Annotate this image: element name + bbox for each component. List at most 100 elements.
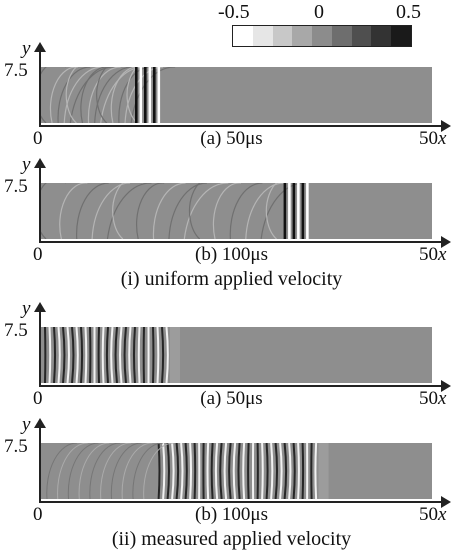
wave-stripe <box>162 442 166 500</box>
ripple-arc <box>106 182 152 240</box>
y-axis-label: y <box>22 298 31 319</box>
wave-pattern <box>35 178 309 240</box>
x-axis <box>39 241 443 243</box>
ripple-arc <box>63 66 103 124</box>
y-axis-arrow <box>34 42 46 52</box>
wave-stripe <box>75 326 79 384</box>
ripple-arc <box>121 442 153 500</box>
x-axis-label: x <box>438 128 447 149</box>
wave-stripe <box>157 442 161 500</box>
wave-pattern <box>35 62 176 124</box>
x-tick-max-value: 50 <box>419 504 438 525</box>
colorbar-swatch <box>312 26 332 46</box>
x-axis-label: x <box>438 388 447 409</box>
wave-stripe <box>166 442 170 500</box>
wave-stripe <box>210 442 214 500</box>
ripple-arc <box>46 442 78 500</box>
wave-stripe <box>80 326 84 384</box>
ripple-arc <box>69 66 115 124</box>
colorbar-label-max: 0.5 <box>396 1 421 23</box>
x-tick-max-value: 50 <box>419 244 438 265</box>
wave-stripe <box>128 326 132 384</box>
wave-stripe <box>175 442 180 500</box>
wave-stripe <box>223 442 228 500</box>
wave-stripe <box>314 442 318 500</box>
wave-stripe <box>242 442 246 500</box>
x-tick-zero: 0 <box>33 388 43 409</box>
x-tick-max: 50x <box>419 388 446 410</box>
ripple-arc <box>152 182 186 240</box>
ripple-arc <box>100 442 131 500</box>
y-axis-label: y <box>22 414 31 435</box>
ripple-arc <box>110 442 142 500</box>
x-axis-arrow <box>441 496 451 508</box>
wave-stripe <box>48 326 52 384</box>
x-axis-label: x <box>438 244 447 265</box>
y-axis-arrow <box>34 302 46 312</box>
ripple-arc <box>132 442 164 500</box>
x-axis-arrow <box>441 120 451 132</box>
y-axis <box>39 426 41 502</box>
y-axis-label: y <box>22 154 31 175</box>
wave-stripe <box>288 442 292 500</box>
wave-stripe <box>105 326 109 384</box>
ripple-arc <box>265 178 297 240</box>
panel-caption: (a) 50μs <box>200 388 263 409</box>
panel-caption: (a) 50μs <box>200 128 263 149</box>
colorbar-swatch <box>391 26 412 46</box>
wave-stripe <box>206 442 210 500</box>
ripple-arc <box>57 66 91 124</box>
y-axis <box>39 50 41 126</box>
ripple-arc <box>212 182 242 240</box>
wave-stripe <box>156 326 160 384</box>
colorbar-swatch <box>233 26 253 46</box>
colorbar <box>232 25 412 47</box>
wave-field <box>41 326 432 384</box>
wave-stripe <box>232 442 237 500</box>
y-axis <box>39 166 41 242</box>
wave-stripe <box>292 442 296 500</box>
wave-stripe <box>219 442 223 500</box>
ripple-arc <box>183 182 229 240</box>
wave-stripe <box>62 326 66 384</box>
wave-stripe <box>261 442 264 500</box>
colorbar-swatch <box>292 26 313 46</box>
wave-stripe <box>57 326 61 384</box>
x-tick-zero: 0 <box>33 128 43 149</box>
x-axis-arrow <box>441 380 451 392</box>
colorbar-swatch <box>272 26 293 46</box>
wave-stripe <box>71 326 75 384</box>
wave-stripe <box>165 326 169 384</box>
wave-stripe <box>283 442 288 500</box>
ripple-arc <box>91 182 131 240</box>
wave-stripe <box>214 442 219 500</box>
x-axis <box>39 125 443 127</box>
wave-stripe <box>137 326 141 384</box>
y-axis-label: y <box>22 38 31 59</box>
ripple-arc <box>75 182 109 240</box>
wave-stripe <box>66 326 70 384</box>
ripple-arc <box>49 66 79 124</box>
wave-pattern <box>44 326 181 384</box>
panel-caption: (b) 100μs <box>195 504 268 525</box>
ripple-arc <box>229 182 263 240</box>
x-axis-arrow <box>441 236 451 248</box>
wave-stripe <box>270 442 274 500</box>
ripple-arc <box>67 442 99 500</box>
ripple-arc <box>168 182 207 240</box>
panel-caption: (b) 100μs <box>195 244 268 265</box>
colorbar-swatch <box>371 26 392 46</box>
group-caption-i: (i) uniform applied velocity <box>120 268 343 290</box>
wave-stripe <box>119 326 123 384</box>
wave-stripe <box>184 442 188 500</box>
colorbar-label-min: -0.5 <box>218 1 250 23</box>
wave-stripe <box>114 326 118 384</box>
x-axis-label: x <box>438 504 447 525</box>
x-tick-max-value: 50 <box>419 128 438 149</box>
ripple-arc <box>35 178 67 240</box>
wave-pattern <box>46 442 329 500</box>
y-tick-label: 7.5 <box>4 60 28 81</box>
ripple-arc <box>245 182 284 240</box>
y-axis-arrow <box>34 158 46 168</box>
